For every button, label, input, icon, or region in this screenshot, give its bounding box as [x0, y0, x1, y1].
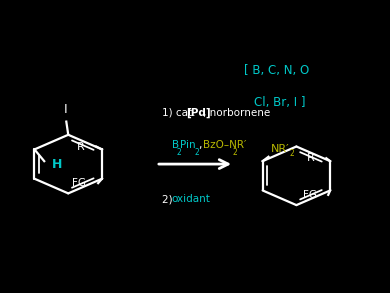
Text: 2: 2: [232, 148, 237, 157]
Text: 2: 2: [290, 149, 295, 158]
Text: [Pd]: [Pd]: [186, 108, 211, 118]
Text: R: R: [77, 142, 85, 151]
Text: , norbornene: , norbornene: [203, 108, 270, 118]
Text: FG: FG: [73, 178, 87, 188]
Text: [ B, C, N, O: [ B, C, N, O: [244, 64, 309, 77]
Text: R: R: [307, 153, 315, 163]
Text: H: H: [52, 158, 62, 171]
Text: oxidant: oxidant: [172, 194, 211, 204]
Text: ,: ,: [198, 140, 202, 150]
Text: 2: 2: [194, 148, 199, 157]
Text: BzO–NR′: BzO–NR′: [203, 140, 246, 150]
Text: NR′: NR′: [270, 144, 289, 154]
Text: B: B: [172, 140, 179, 150]
Text: 2): 2): [162, 194, 176, 204]
Text: I: I: [64, 103, 67, 116]
Text: 2: 2: [177, 148, 181, 157]
Text: Pin: Pin: [180, 140, 195, 150]
Text: FG: FG: [303, 190, 317, 200]
Text: 1) cat.: 1) cat.: [162, 108, 199, 118]
Text: Cl, Br, I ]: Cl, Br, I ]: [254, 96, 305, 109]
